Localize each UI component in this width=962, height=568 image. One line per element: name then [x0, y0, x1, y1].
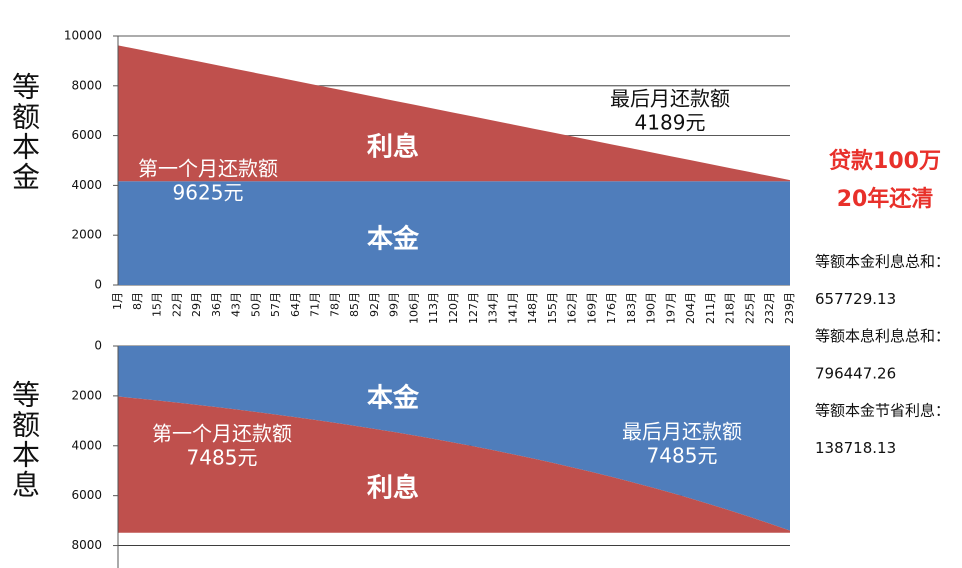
y-tick-label: 2000 — [71, 228, 102, 242]
x-tick-label: 225月 — [743, 292, 756, 324]
x-tick-label: 71月 — [309, 292, 322, 317]
x-tick-label: 162月 — [566, 292, 579, 324]
x-tick-label: 57月 — [269, 292, 282, 317]
headline: 20年还清 — [837, 186, 934, 212]
x-tick-label: 43月 — [230, 292, 243, 317]
annotation: 第一个月还款额 — [152, 422, 292, 446]
annotation: 最后月还款额 — [610, 87, 730, 111]
series-label: 利息 — [367, 473, 419, 504]
annotation: 7485元 — [647, 444, 718, 468]
series-label: 利息 — [367, 132, 419, 163]
x-tick-label: 29月 — [190, 292, 203, 317]
x-tick-label: 211月 — [704, 292, 717, 324]
summary-line: 138718.13 — [815, 439, 896, 457]
y-tick-label: 8000 — [71, 538, 102, 552]
y-tick-label: 0 — [94, 339, 102, 353]
y-tick-label: 6000 — [71, 128, 102, 142]
annotation: 7485元 — [187, 446, 258, 470]
x-tick-label: 15月 — [151, 292, 164, 317]
y-tick-label: 4000 — [71, 178, 102, 192]
x-tick-label: 183月 — [625, 292, 638, 324]
x-tick-label: 197月 — [664, 292, 677, 324]
y-tick-label: 8000 — [71, 78, 102, 92]
y-tick-label: 6000 — [71, 488, 102, 502]
x-tick-label: 134月 — [487, 292, 500, 324]
series-label: 本金 — [367, 224, 420, 255]
y-tick-label: 0 — [94, 278, 102, 292]
x-tick-label: 232月 — [763, 292, 776, 324]
x-tick-label: 36月 — [210, 292, 223, 317]
x-tick-label: 85月 — [348, 292, 361, 317]
summary-line: 等额本息利息总和： — [815, 327, 950, 345]
y-axis-label: 等额本金 — [8, 72, 41, 192]
x-tick-label: 141月 — [506, 292, 519, 324]
y-tick-label: 2000 — [71, 388, 102, 402]
x-tick-label: 22月 — [170, 292, 183, 317]
x-tick-label: 78月 — [328, 292, 341, 317]
headline: 贷款100万 — [829, 148, 941, 174]
annotation: 第一个月还款额 — [138, 157, 278, 181]
x-tick-label: 190月 — [645, 292, 658, 324]
x-tick-label: 99月 — [388, 292, 401, 317]
x-tick-label: 120月 — [447, 292, 460, 324]
area — [118, 45, 790, 182]
annotation: 9625元 — [173, 181, 244, 205]
x-tick-label: 169月 — [585, 292, 598, 324]
y-tick-label: 10000 — [64, 29, 102, 43]
annotation: 最后月还款额 — [622, 420, 742, 444]
x-tick-label: 64月 — [289, 292, 302, 317]
area — [118, 346, 790, 531]
area — [118, 181, 790, 285]
area — [118, 396, 790, 533]
x-tick-label: 148月 — [526, 292, 539, 324]
x-tick-label: 8月 — [131, 292, 144, 310]
x-tick-label: 176月 — [605, 292, 618, 324]
x-tick-label: 92月 — [368, 292, 381, 317]
x-tick-label: 106月 — [407, 292, 420, 324]
annotation: 4189元 — [635, 111, 706, 135]
summary-line: 657729.13 — [815, 290, 896, 308]
x-tick-label: 204月 — [684, 292, 697, 324]
x-tick-label: 218月 — [724, 292, 737, 324]
summary-line: 等额本金利息总和： — [815, 253, 950, 271]
summary-line: 796447.26 — [815, 364, 896, 382]
x-tick-label: 50月 — [249, 292, 262, 317]
x-tick-label: 155月 — [546, 292, 559, 324]
x-tick-label: 1月 — [111, 292, 124, 310]
series-label: 本金 — [367, 383, 420, 414]
x-tick-label: 239月 — [783, 292, 796, 324]
summary-line: 等额本金节省利息： — [815, 402, 950, 420]
y-axis-label: 等额本息 — [8, 380, 41, 500]
y-tick-label: 4000 — [71, 438, 102, 452]
x-tick-label: 127月 — [467, 292, 480, 324]
x-tick-label: 113月 — [427, 292, 440, 324]
